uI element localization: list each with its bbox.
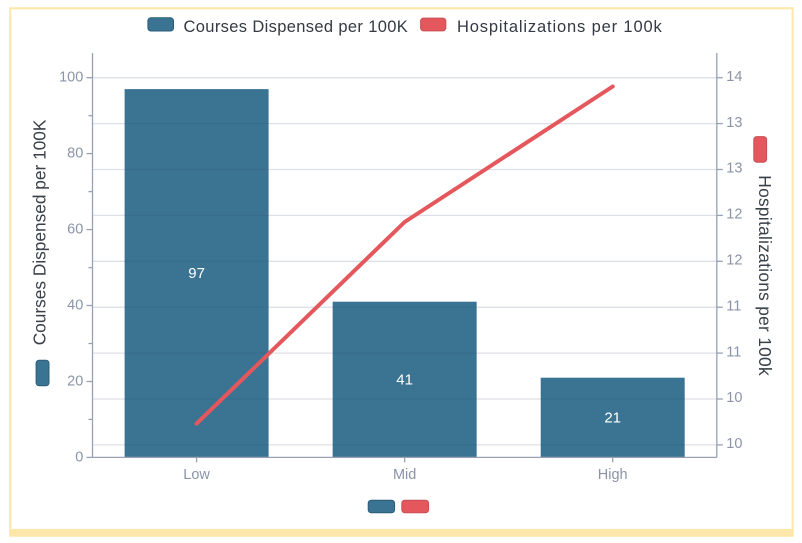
svg-text:10: 10 (726, 390, 742, 406)
svg-text:12: 12 (726, 253, 742, 269)
svg-text:13: 13 (726, 161, 742, 177)
svg-text:80: 80 (67, 146, 83, 162)
svg-text:20: 20 (67, 374, 83, 390)
svg-text:Courses Dispensed per 100K: Courses Dispensed per 100K (184, 18, 409, 36)
svg-text:11: 11 (726, 344, 741, 360)
svg-text:Low: Low (183, 467, 210, 483)
svg-text:14: 14 (726, 69, 742, 85)
svg-text:13: 13 (726, 115, 742, 131)
svg-text:High: High (598, 467, 628, 483)
svg-text:100: 100 (59, 70, 83, 86)
svg-text:41: 41 (396, 372, 413, 389)
svg-text:60: 60 (67, 222, 83, 238)
svg-text:97: 97 (188, 265, 205, 282)
svg-text:Courses Dispensed per 100K: Courses Dispensed per 100K (30, 119, 50, 345)
svg-text:0: 0 (75, 449, 83, 465)
svg-text:12: 12 (726, 207, 742, 223)
svg-text:Mid: Mid (393, 467, 416, 483)
svg-text:Hospitalizations per 100k: Hospitalizations per 100k (457, 18, 663, 36)
svg-text:Hospitalizations per 100k: Hospitalizations per 100k (755, 175, 775, 376)
svg-text:11: 11 (726, 298, 741, 314)
svg-text:40: 40 (67, 298, 83, 314)
svg-text:21: 21 (604, 410, 621, 427)
svg-text:10: 10 (726, 436, 742, 452)
